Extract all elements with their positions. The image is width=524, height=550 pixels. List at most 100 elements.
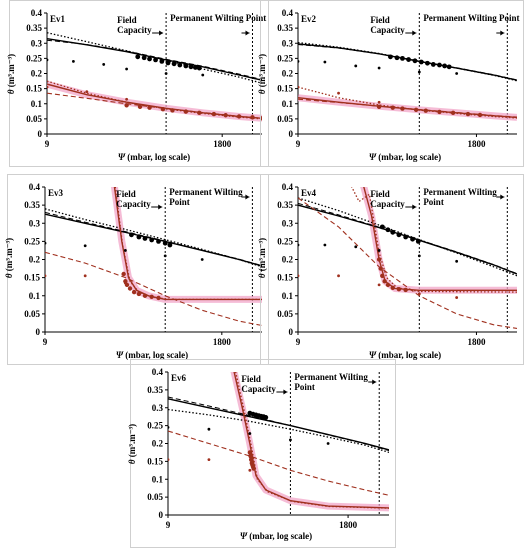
- lower-sparse-point: [45, 274, 47, 278]
- upper-data-point: [192, 65, 198, 70]
- y-tick-label: 0.4: [282, 8, 294, 18]
- y-tick-label: 0.4: [31, 8, 43, 18]
- lower-sparse-point: [417, 292, 421, 296]
- y-tick-label: 0.3: [282, 38, 294, 48]
- lower-data-point: [124, 103, 129, 108]
- y-axis-label: θ (m³.m⁻³): [257, 238, 267, 278]
- fc-annotation-text: Capacity: [117, 25, 152, 35]
- lower-sparse-point: [377, 283, 381, 287]
- y-tick-label: 0.25: [24, 236, 40, 246]
- y-tick-label: 0.05: [26, 114, 42, 124]
- upper-data-point: [446, 64, 452, 70]
- y-tick-label: 0.15: [277, 273, 293, 283]
- y-tick-label: 0: [38, 129, 43, 139]
- lower-data-point: [390, 285, 395, 290]
- y-axis-symbol: θ: [4, 271, 14, 278]
- panel-label: Ev4: [301, 188, 317, 198]
- fc-arrow-head: [158, 204, 163, 210]
- upper-data-point: [425, 60, 430, 66]
- panel-ev4: 0 0.05 0.1 0.15 0.2 0.25 0.3 0.35 0.4 9 1800 θ (m³.…: [257, 174, 524, 365]
- x-tick-label: 9: [166, 520, 171, 530]
- upper-dotted-curve: [45, 208, 262, 268]
- upper-data-point: [406, 57, 411, 62]
- lower-data-point: [170, 108, 175, 113]
- y-tick-label: 0.25: [147, 421, 163, 431]
- lower-sparse-point: [125, 97, 129, 101]
- y-tick-label: 0.25: [277, 53, 293, 63]
- upper-sparse-point: [354, 64, 358, 68]
- upper-sparse-point: [168, 426, 170, 429]
- lower-data-point: [250, 115, 255, 120]
- plot-area: [298, 13, 517, 134]
- x-axis-label: Ψ (mbar, log scale): [369, 152, 441, 162]
- lower-data-point: [211, 111, 217, 117]
- lower-sparse-point: [207, 458, 211, 461]
- panel-ev2: 0 0.05 0.1 0.15 0.2 0.25 0.3 0.35 0.4 9 1800 θ (m³.…: [257, 0, 524, 167]
- lower-data-point: [376, 257, 382, 262]
- x-axis-symbol: Ψ: [240, 531, 249, 541]
- lower-sparse-point: [298, 274, 300, 278]
- lower-data-point: [378, 266, 383, 271]
- y-tick-label: 0.35: [147, 385, 163, 395]
- lower-data-point: [236, 114, 242, 119]
- lower-fit-curve: [113, 187, 262, 301]
- upper-sparse-point: [298, 60, 300, 63]
- upper-sparse-point: [123, 249, 127, 252]
- lower-data-point: [248, 457, 254, 462]
- upper-sparse-point: [289, 438, 292, 442]
- y-axis-symbol: θ: [6, 87, 16, 94]
- upper-sparse-point: [323, 60, 327, 64]
- lower-data-point: [131, 289, 137, 295]
- y-axis-unit: (m³.m⁻³): [257, 238, 267, 271]
- lower-dashed-curve: [298, 197, 517, 329]
- lower-data-point: [251, 466, 256, 471]
- y-axis-unit: (m³.m⁻³): [127, 424, 137, 457]
- y-tick-label: 0.35: [26, 23, 42, 33]
- lower-fit-band: [47, 80, 262, 122]
- pwp-annotation-text: Point: [169, 197, 190, 207]
- pwp-arrow-head: [372, 379, 377, 385]
- upper-data-point: [410, 236, 415, 242]
- lower-data-point: [423, 108, 428, 113]
- upper-data-point: [183, 63, 189, 69]
- fc-annotation-text: Field: [370, 15, 390, 25]
- y-tick-label: 0: [159, 510, 164, 520]
- upper-data-point: [141, 55, 147, 61]
- upper-data-point: [394, 55, 400, 61]
- y-axis-symbol: θ: [127, 457, 137, 464]
- panel-border: [130, 359, 396, 548]
- x-axis-symbol: Ψ: [369, 350, 378, 360]
- y-tick-label: 0.15: [147, 456, 163, 466]
- x-tick-label: 9: [296, 337, 301, 347]
- upper-dashed-curve: [298, 202, 517, 275]
- upper-data-point: [379, 224, 385, 230]
- lower-data-point: [400, 106, 405, 111]
- upper-sparse-point: [83, 244, 87, 248]
- upper-dotted-curve: [47, 32, 262, 84]
- upper-data-point: [388, 54, 393, 60]
- y-axis-symbol: θ: [257, 87, 267, 94]
- lower-dotted-curve: [351, 187, 517, 293]
- lower-dashed-curve: [45, 251, 262, 327]
- fc-annotation-text: Field: [117, 15, 136, 25]
- y-tick-label: 0.35: [277, 200, 293, 210]
- lower-sparse-point: [298, 85, 300, 89]
- lower-data-point: [385, 282, 391, 288]
- y-tick-label: 0.4: [152, 367, 164, 377]
- x-tick-label: 1800: [467, 337, 486, 347]
- upper-sparse-point: [377, 249, 381, 252]
- lower-data-point: [450, 110, 456, 116]
- y-tick-label: 0.3: [152, 403, 164, 413]
- lower-sparse-point: [47, 85, 49, 89]
- plot-area: [298, 187, 517, 332]
- y-tick-label: 0.25: [26, 53, 42, 63]
- y-axis-unit: (m³.m⁻³): [257, 54, 267, 87]
- upper-data-point: [415, 238, 421, 244]
- lower-sparse-point: [83, 274, 87, 278]
- lower-data-point: [376, 104, 382, 109]
- upper-dashed-curve: [168, 396, 389, 452]
- fc-arrow-head: [283, 389, 288, 395]
- x-tick-label: 1800: [467, 139, 486, 149]
- upper-data-point: [149, 237, 155, 243]
- fc-arrow-head: [412, 204, 417, 210]
